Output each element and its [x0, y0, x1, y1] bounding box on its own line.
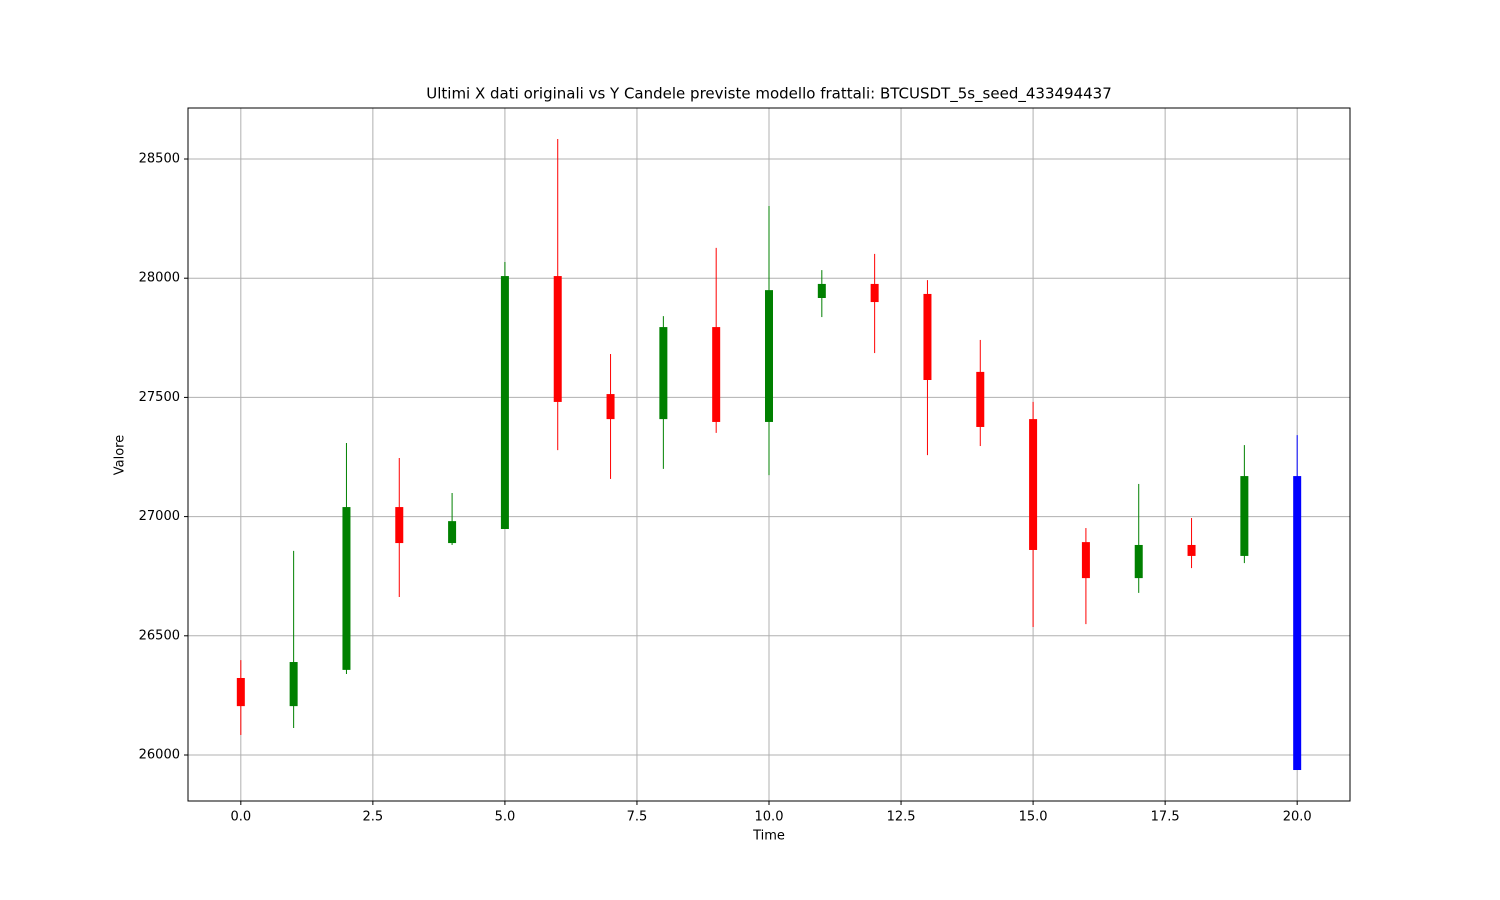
y-tick-label: 28000 [139, 271, 180, 286]
y-tick-label: 28500 [139, 152, 180, 167]
candle-body [870, 283, 879, 303]
plot-frame [187, 107, 1351, 802]
chart-title: Ultimi X dati originali vs Y Candele pre… [426, 85, 1112, 104]
candle-body [553, 276, 562, 402]
y-tick-label: 26500 [139, 628, 180, 643]
x-tick-label: 0.0 [230, 810, 251, 825]
y-tick-label: 27500 [139, 390, 180, 405]
y-axis-label: Valore [113, 435, 128, 475]
x-tick-label: 20.0 [1283, 810, 1312, 825]
y-tick-label: 27000 [139, 509, 180, 524]
candle-body [1293, 476, 1302, 771]
candle-body [395, 507, 404, 544]
candle-body [659, 327, 668, 420]
candle-body [1187, 544, 1196, 556]
x-tick-label: 7.5 [627, 810, 648, 825]
x-tick-label: 2.5 [363, 810, 384, 825]
x-tick-label: 12.5 [887, 810, 916, 825]
candle-body [976, 371, 985, 427]
candle-body [500, 276, 509, 529]
candle-body [289, 662, 298, 707]
x-tick-label: 15.0 [1019, 810, 1048, 825]
x-tick-label: 10.0 [755, 810, 784, 825]
candle-body [1081, 542, 1090, 579]
candle-body [923, 293, 932, 381]
candle-body [1134, 544, 1143, 579]
candle-body [1240, 476, 1249, 556]
candle-body [606, 394, 615, 420]
x-axis-label: Time [752, 829, 785, 844]
x-tick-label: 5.0 [495, 810, 516, 825]
y-tick-label: 26000 [139, 747, 180, 762]
candle-body [817, 283, 826, 298]
x-tick-label: 17.5 [1151, 810, 1180, 825]
candle-body [448, 521, 457, 544]
candle-body [342, 507, 351, 670]
candle-body [765, 290, 773, 422]
candle-body [1029, 419, 1038, 550]
candle-body [236, 677, 245, 707]
candle-body [712, 327, 721, 422]
